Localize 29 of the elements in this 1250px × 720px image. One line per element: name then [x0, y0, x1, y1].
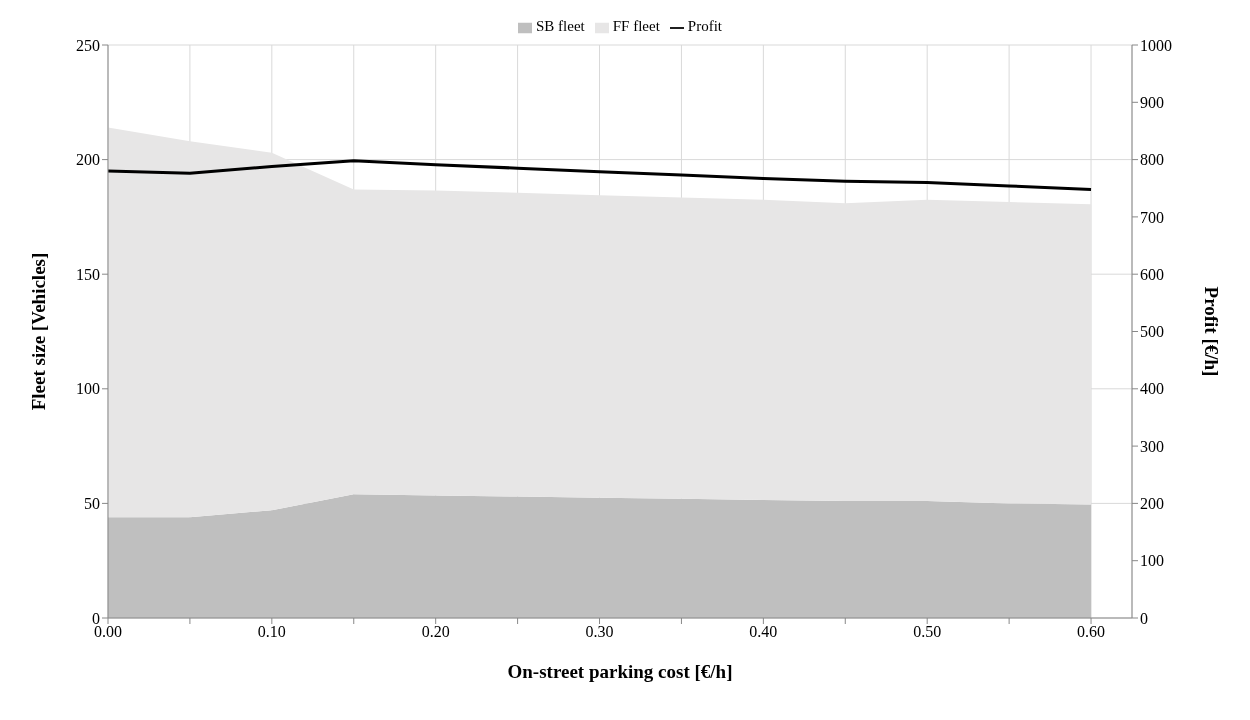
y-axis-title: Fleet size [Vehicles]	[27, 252, 49, 411]
y2-tick-label: 800	[1140, 151, 1164, 169]
x-tick-label: 0.10	[257, 623, 286, 641]
y2-tick-label: 500	[1140, 323, 1164, 341]
y-tick-label: 200	[76, 151, 100, 169]
x-tick-label: 0.30	[585, 623, 614, 641]
y2-tick-label: 700	[1140, 208, 1164, 226]
y2-tick-label: 200	[1140, 495, 1164, 513]
line-series	[108, 159, 1093, 191]
y-tick-label: 150	[76, 265, 100, 283]
y2-tick-label: 900	[1140, 93, 1164, 111]
legend-label: SB fleet	[535, 18, 585, 34]
x-axis-title: On-street parking cost [€/h]	[507, 661, 733, 682]
y-tick-label: 100	[76, 380, 100, 398]
x-tick-label: 0.20	[421, 623, 450, 641]
legend-label: Profit	[687, 18, 722, 34]
y2-axis-title: Profit [€/h]	[1201, 286, 1223, 377]
x-tick-label: 0.50	[913, 623, 942, 641]
x-tick-label: 0.60	[1077, 623, 1106, 641]
x-tick-label: 0.40	[749, 623, 778, 641]
y2-tick-label: 400	[1140, 380, 1164, 398]
y-tick-label: 50	[84, 495, 100, 513]
y2-tick-label: 300	[1140, 437, 1164, 455]
y2-tick-label: 100	[1140, 552, 1164, 570]
legend-label: FF fleet	[612, 18, 660, 34]
y2-tick-label: 600	[1140, 265, 1164, 283]
y-tick-label: 250	[76, 36, 100, 54]
y2-tick-label: 0	[1140, 609, 1148, 627]
y2-tick-label: 1000	[1140, 36, 1172, 54]
